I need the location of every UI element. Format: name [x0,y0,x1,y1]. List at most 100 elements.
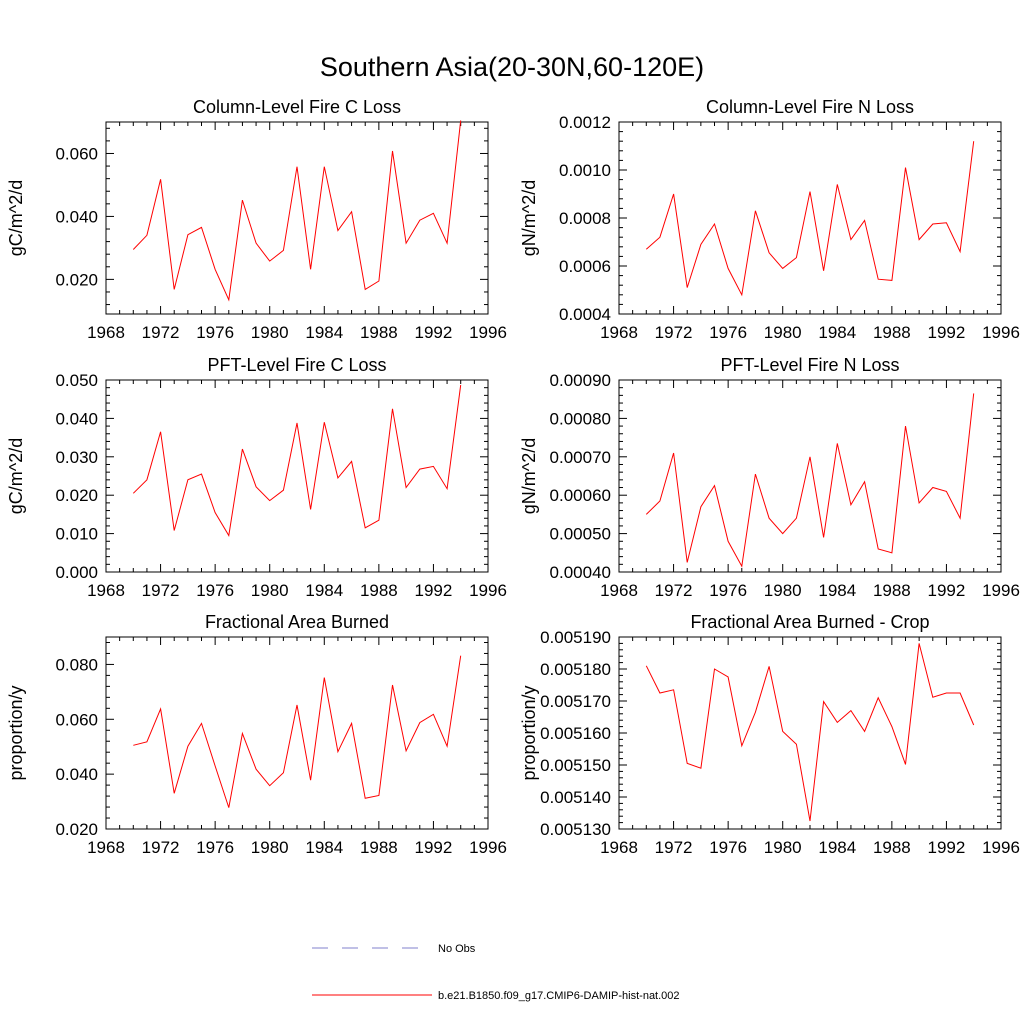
series-line [645,393,975,568]
panel-title: Column-Level Fire C Loss [193,97,401,117]
y-tick-label: 0.005130 [540,820,611,839]
y-tick-label: 0.00080 [550,409,611,428]
panel-title: Column-Level Fire N Loss [706,97,914,117]
x-tick-label: 1980 [251,581,289,600]
y-tick-label: 0.00040 [550,563,611,582]
y-tick-label: 0.005170 [540,692,611,711]
x-tick-label: 1996 [469,838,507,857]
y-tick-label: 0.0010 [559,161,611,180]
x-tick-label: 1968 [600,323,638,342]
y-tick-label: 0.0012 [559,113,611,132]
y-tick-label: 0.060 [55,710,98,729]
x-tick-label: 1984 [305,323,343,342]
y-tick-label: 0.005140 [540,788,611,807]
x-tick-label: 1988 [873,838,911,857]
panel-title: Fractional Area Burned - Crop [690,612,929,632]
panel-3: PFT-Level Fire C Loss gC/m^2/d 1968 1972 197… [6,355,507,600]
legend-model-label: b.e21.B1850.f09_g17.CMIP6-DAMIP-hist-nat… [438,990,680,1002]
x-tick-label: 1968 [600,581,638,600]
x-tick-label: 1972 [142,323,180,342]
x-tick-label: 1972 [142,838,180,857]
y-tick-label: 0.040 [55,207,98,226]
y-tick-label: 0.0008 [559,209,611,228]
panel-5: Fractional Area Burned proportion/y 1968 19… [6,612,507,857]
panel-1: Column-Level Fire C Loss gC/m^2/d 1968 1972… [6,97,507,342]
x-tick-label: 1992 [415,323,453,342]
y-tick-label: 0.00060 [550,486,611,505]
legend-obs-label: No Obs [438,943,476,955]
x-tick-label: 1972 [655,323,693,342]
y-axis-label: proportion/y [6,685,26,780]
y-tick-label: 0.060 [55,144,98,163]
x-tick-label: 1988 [360,838,398,857]
plot-frame [618,121,1002,315]
y-axis-label: gC/m^2/d [6,180,26,256]
x-tick-label: 1996 [982,838,1020,857]
plot-frame [618,636,1002,830]
x-tick-label: 1996 [469,581,507,600]
x-tick-label: 1972 [142,581,180,600]
y-tick-label: 0.020 [55,820,98,839]
x-tick-label: 1988 [360,323,398,342]
x-tick-label: 1972 [655,838,693,857]
x-tick-label: 1976 [196,581,234,600]
panel-title: PFT-Level Fire C Loss [207,355,386,375]
x-tick-label: 1976 [709,323,747,342]
y-tick-label: 0.005180 [540,660,611,679]
x-tick-label: 1984 [305,581,343,600]
y-tick-label: 0.00090 [550,371,611,390]
y-tick-label: 0.020 [55,270,98,289]
x-tick-label: 1976 [196,838,234,857]
panels: Column-Level Fire C Loss gC/m^2/d 1968 1972… [6,97,1020,857]
series-line [645,141,975,297]
x-tick-label: 1992 [928,323,966,342]
y-axis-label: proportion/y [519,685,539,780]
y-tick-label: 0.020 [55,486,98,505]
y-tick-label: 0.005150 [540,756,611,775]
x-tick-label: 1984 [818,581,856,600]
y-tick-label: 0.040 [55,765,98,784]
x-tick-label: 1996 [982,581,1020,600]
x-tick-label: 1984 [305,838,343,857]
panel-title: PFT-Level Fire N Loss [720,355,899,375]
y-tick-label: 0.005160 [540,724,611,743]
y-tick-label: 0.00050 [550,525,611,544]
y-axis-label: gN/m^2/d [519,438,539,514]
x-tick-label: 1976 [709,581,747,600]
series-line [133,655,462,808]
y-tick-label: 0.005190 [540,628,611,647]
x-tick-label: 1984 [818,838,856,857]
y-axis-label: gC/m^2/d [6,438,26,514]
x-tick-label: 1992 [415,838,453,857]
y-tick-label: 0.030 [55,448,98,467]
x-tick-label: 1968 [600,838,638,857]
x-tick-label: 1976 [709,838,747,857]
y-tick-label: 0.0004 [559,305,611,324]
y-tick-label: 0.080 [55,655,98,674]
y-axis-label: gN/m^2/d [519,180,539,256]
panel-2: Column-Level Fire N Loss gN/m^2/d 1968 1972… [519,97,1020,342]
x-tick-label: 1984 [818,323,856,342]
y-tick-label: 0.050 [55,371,98,390]
panel-title: Fractional Area Burned [205,612,389,632]
legend: No Obs b.e21.B1850.f09_g17.CMIP6-DAMIP-h… [312,943,680,1002]
x-tick-label: 1980 [764,581,802,600]
x-tick-label: 1988 [873,323,911,342]
x-tick-label: 1980 [764,838,802,857]
x-tick-label: 1992 [928,838,966,857]
plot-frame [105,379,489,573]
x-tick-label: 1980 [251,838,289,857]
y-tick-label: 0.00070 [550,448,611,467]
panel-6: Fractional Area Burned - Crop proportion/… [519,612,1020,857]
x-tick-label: 1992 [928,581,966,600]
y-tick-label: 0.0006 [559,257,611,276]
x-tick-label: 1980 [764,323,802,342]
x-tick-label: 1968 [87,323,125,342]
y-tick-label: 0.010 [55,525,98,544]
y-tick-label: 0.000 [55,563,98,582]
series-line [132,384,462,537]
plot-frame [105,121,489,315]
x-tick-label: 1976 [196,323,234,342]
series-line [645,643,975,822]
